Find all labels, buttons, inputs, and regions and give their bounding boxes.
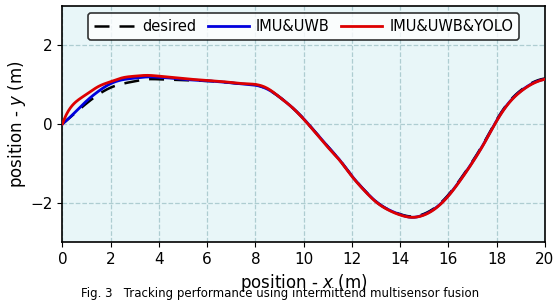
X-axis label: position - $x$ (m): position - $x$ (m) xyxy=(240,272,367,294)
IMU&UWB xyxy=(347,172,354,176)
IMU&UWB&YOLO xyxy=(321,142,328,145)
IMU&UWB&YOLO xyxy=(456,179,463,183)
IMU&UWB xyxy=(532,80,539,84)
Y-axis label: position - $y$ (m): position - $y$ (m) xyxy=(6,60,27,188)
Legend: desired, IMU&UWB, IMU&UWB&YOLO: desired, IMU&UWB, IMU&UWB&YOLO xyxy=(88,13,519,40)
desired xyxy=(291,108,298,111)
IMU&UWB&YOLO xyxy=(347,173,354,176)
IMU&UWB&YOLO xyxy=(59,122,66,126)
IMU&UWB xyxy=(409,215,416,219)
IMU&UWB&YOLO xyxy=(409,215,416,219)
desired xyxy=(320,140,327,143)
IMU&UWB xyxy=(456,179,463,183)
IMU&UWB&YOLO xyxy=(292,109,299,112)
IMU&UWB xyxy=(542,77,548,81)
desired xyxy=(346,171,353,175)
desired xyxy=(409,215,416,218)
IMU&UWB&YOLO xyxy=(143,74,150,77)
Line: IMU&UWB&YOLO: IMU&UWB&YOLO xyxy=(62,75,545,217)
desired xyxy=(531,80,538,84)
IMU&UWB xyxy=(146,75,153,79)
IMU&UWB xyxy=(321,141,328,144)
desired xyxy=(59,122,66,126)
desired xyxy=(455,179,462,183)
IMU&UWB&YOLO xyxy=(542,77,548,81)
desired xyxy=(542,77,548,80)
IMU&UWB xyxy=(59,122,66,126)
IMU&UWB&YOLO xyxy=(289,106,296,110)
IMU&UWB&YOLO xyxy=(532,81,539,84)
IMU&UWB xyxy=(292,109,299,112)
Text: Fig. 3   Tracking performance using intermittend multisensor fusion: Fig. 3 Tracking performance using interm… xyxy=(81,287,479,300)
Line: desired: desired xyxy=(62,79,545,217)
desired xyxy=(288,105,295,109)
Line: IMU&UWB: IMU&UWB xyxy=(62,77,545,217)
IMU&UWB xyxy=(289,106,296,110)
